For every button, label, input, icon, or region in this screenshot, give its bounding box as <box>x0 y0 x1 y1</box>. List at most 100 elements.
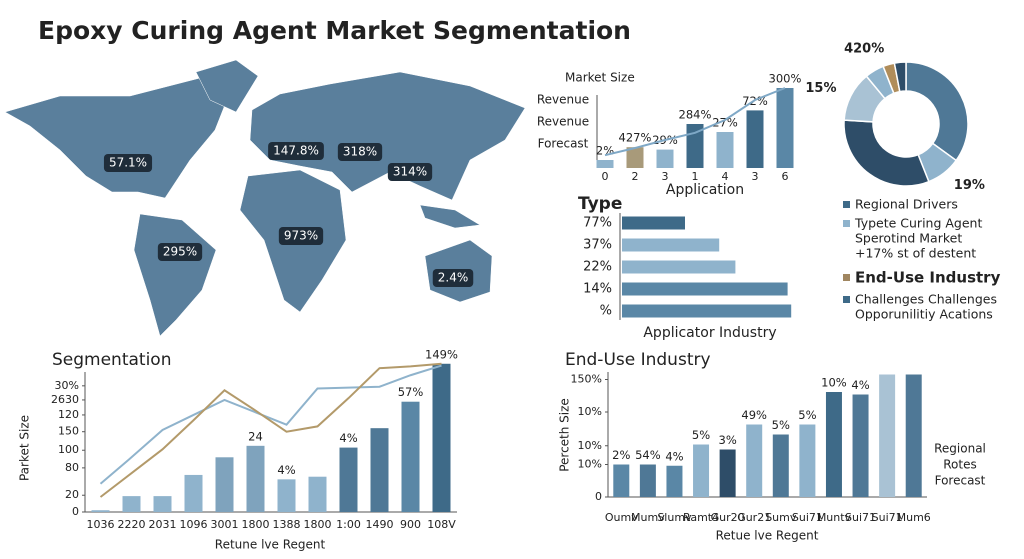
bar <box>626 147 644 168</box>
x-tick-label: 1036 <box>87 518 115 531</box>
data-label: 300% <box>769 72 802 86</box>
y-tick-label: 80 <box>65 461 79 474</box>
bar <box>852 394 869 497</box>
bar <box>122 496 141 512</box>
bar <box>613 464 630 497</box>
bar <box>153 496 172 512</box>
side-note: Forecast <box>935 474 986 488</box>
bar <box>716 132 734 168</box>
bar <box>656 149 674 168</box>
data-label: 27% <box>712 116 738 130</box>
bar <box>622 260 736 274</box>
x-tick-label: 1 <box>692 170 699 183</box>
line-series <box>604 87 786 157</box>
y-tick-label: 120 <box>58 408 79 421</box>
bar <box>401 401 420 512</box>
x-tick-label: 108V <box>427 518 456 531</box>
bar <box>879 374 896 497</box>
y-tick-label: 0 <box>72 505 79 518</box>
data-label: 5% <box>772 418 790 432</box>
axis-label: Revenue <box>537 115 589 129</box>
y-tick-label: 20 <box>65 488 79 501</box>
world-map <box>4 59 526 337</box>
data-label: 427% <box>619 131 652 145</box>
data-label: 49% <box>741 408 767 422</box>
y-axis-label: Perceth Size <box>558 398 572 472</box>
x-tick-label: Muntv <box>817 511 852 524</box>
x-tick-label: Mum6 <box>897 511 931 524</box>
legend-label: Regional Drivers <box>855 197 958 212</box>
y-axis-label: Parket Size <box>18 415 32 481</box>
bar <box>596 160 614 168</box>
y-tick-label: 37% <box>583 238 612 253</box>
x-axis-label: Retue lve Regent <box>716 529 819 543</box>
legend-label: Opporunilitiy Acations <box>855 307 993 322</box>
donut-slice <box>843 119 930 187</box>
donut-slice <box>893 61 907 93</box>
y-tick-label: 100 <box>58 443 79 456</box>
map-label-bg <box>432 269 474 287</box>
map-label-bg <box>268 142 324 160</box>
bar <box>622 238 720 252</box>
bar <box>905 374 922 497</box>
legend-label: Challenges Challenges <box>855 292 997 307</box>
bar <box>184 474 203 512</box>
bar <box>308 476 327 512</box>
data-label: 57% <box>398 385 424 399</box>
bar <box>339 447 358 512</box>
bar <box>666 465 683 497</box>
x-axis-label: Applicator Industry <box>643 325 776 341</box>
x-tick-label: 3 <box>752 170 759 183</box>
bar <box>277 479 296 512</box>
x-tick-label: Sumv <box>765 511 797 524</box>
map-label: 295% <box>163 245 197 259</box>
x-tick-label: 0 <box>602 170 609 183</box>
x-tick-label: 6 <box>782 170 789 183</box>
bar <box>639 464 656 497</box>
y-tick-label: 10% <box>578 405 602 418</box>
legend-swatch <box>843 201 850 208</box>
x-axis-label: Retune lve Regent <box>215 538 326 552</box>
y-tick-label: 77% <box>583 216 612 231</box>
legend-label: Typete Curing Agent <box>854 216 982 231</box>
bar <box>622 216 685 230</box>
map-label: 973% <box>284 229 318 243</box>
y-tick-label: 2630 <box>51 393 79 406</box>
bar <box>215 457 234 512</box>
x-tick-label: Gur21 <box>737 511 771 524</box>
x-tick-label: Sui71 <box>845 511 876 524</box>
x-tick-label: 1800 <box>304 518 332 531</box>
map-label-bg <box>337 143 383 161</box>
map-label-bg <box>157 243 203 261</box>
bar <box>432 363 451 512</box>
data-label: 5% <box>692 428 710 442</box>
x-tick-label: 2 <box>632 170 639 183</box>
chart-title: Market Size <box>565 71 635 85</box>
slice-label: 420% <box>844 42 884 57</box>
data-label: 10% <box>821 376 847 390</box>
x-tick-label: 2220 <box>118 518 146 531</box>
x-tick-label: 900 <box>400 518 421 531</box>
data-label: 24 <box>248 429 263 443</box>
data-label: 4% <box>339 431 357 445</box>
legend-label: End-Use Industry <box>855 269 1001 287</box>
map-label-bg <box>103 154 153 172</box>
map-label: 2.4% <box>438 271 469 285</box>
bar <box>719 449 736 497</box>
y-tick-label: % <box>600 304 612 319</box>
map-label: 318% <box>343 145 377 159</box>
bar <box>370 428 389 512</box>
x-tick-label: Gur20 <box>711 511 745 524</box>
y-tick-label: 0 <box>595 490 602 503</box>
bar <box>622 304 792 318</box>
data-label: 4% <box>665 449 683 463</box>
x-tick-label: Ramt4 <box>683 511 719 524</box>
slice-label: 19% <box>954 178 985 193</box>
legend-swatch <box>843 220 850 227</box>
y-tick-label: 14% <box>583 282 612 297</box>
x-tick-label: Mumv <box>631 511 665 524</box>
x-tick-label: 3001 <box>211 518 239 531</box>
bar <box>746 110 764 168</box>
chart-title: Segmentation <box>52 350 171 370</box>
